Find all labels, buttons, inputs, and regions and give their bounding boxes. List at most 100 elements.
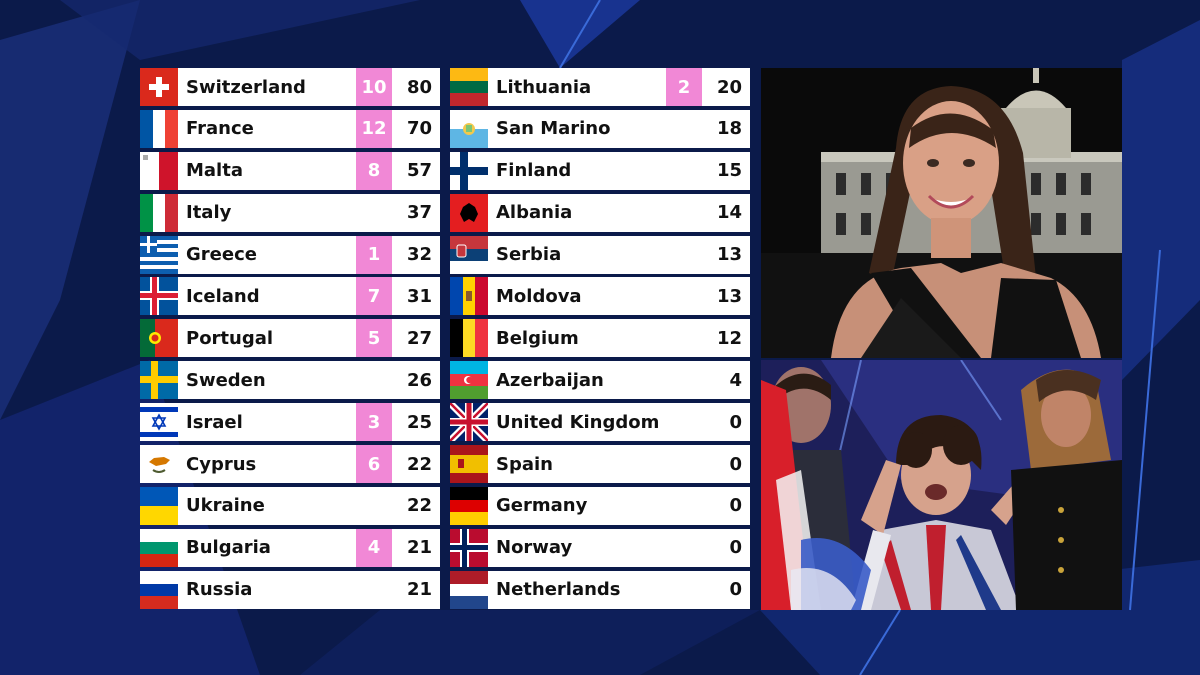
country-name: Moldova bbox=[496, 285, 582, 307]
total-points: 80 bbox=[406, 76, 432, 98]
flag-italy-icon bbox=[140, 193, 178, 232]
scoreboard-row: Israel 3 25 bbox=[140, 403, 440, 442]
country-name: Switzerland bbox=[186, 76, 306, 98]
awarded-points bbox=[666, 236, 702, 274]
awarded-points: 6 bbox=[356, 445, 392, 484]
flag-azerbaijan-icon bbox=[450, 361, 488, 400]
awarded-points bbox=[666, 403, 702, 441]
country-name: Portugal bbox=[186, 327, 274, 349]
scoreboard-row: Norway 0 bbox=[450, 528, 750, 567]
flag-germany-icon bbox=[450, 486, 488, 525]
scoreboard-row: Switzerland 10 80 bbox=[140, 68, 440, 106]
awarded-points bbox=[666, 194, 702, 232]
country-name: Bulgaria bbox=[186, 537, 271, 559]
flag-serbia-icon bbox=[450, 235, 488, 274]
country-name: Azerbaijan bbox=[496, 369, 604, 391]
scoreboard-row: Finland 15 bbox=[450, 151, 750, 190]
scoreboard-row: Belgium 12 bbox=[450, 319, 750, 358]
country-name: Spain bbox=[496, 453, 553, 475]
country-name: Netherlands bbox=[496, 579, 621, 601]
flag-russia-icon bbox=[140, 570, 178, 609]
total-points: 21 bbox=[406, 537, 432, 559]
total-points: 22 bbox=[406, 453, 432, 475]
total-points: 0 bbox=[729, 453, 742, 475]
awarded-points bbox=[666, 110, 702, 148]
scoreboard-row: France 12 70 bbox=[140, 109, 440, 148]
scoreboard-row: Azerbaijan 4 bbox=[450, 361, 750, 400]
country-name: Belgium bbox=[496, 327, 579, 349]
total-points: 4 bbox=[729, 369, 742, 391]
country-name: Ukraine bbox=[186, 495, 265, 517]
scoreboard-row: Germany 0 bbox=[450, 486, 750, 525]
spokesperson-image bbox=[761, 68, 1122, 358]
flag-israel-icon bbox=[140, 403, 178, 442]
flag-bulgaria-icon bbox=[140, 528, 178, 567]
scoreboard-left-column: Switzerland 10 80 France 12 70 Malta 8 5… bbox=[140, 68, 440, 613]
total-points: 26 bbox=[406, 369, 432, 391]
country-name: Serbia bbox=[496, 244, 562, 266]
awarded-points bbox=[666, 319, 702, 357]
awarded-points bbox=[356, 361, 392, 399]
country-name: Italy bbox=[186, 202, 232, 224]
total-points: 0 bbox=[729, 537, 742, 559]
awarded-points bbox=[666, 277, 702, 315]
total-points: 27 bbox=[406, 327, 432, 349]
scoreboard-row: Russia 21 bbox=[140, 570, 440, 609]
total-points: 31 bbox=[406, 285, 432, 307]
scoreboard-row: Italy 37 bbox=[140, 193, 440, 232]
total-points: 25 bbox=[406, 411, 432, 433]
awarded-points: 5 bbox=[356, 319, 392, 358]
total-points: 21 bbox=[406, 579, 432, 601]
scoreboard-row: Moldova 13 bbox=[450, 277, 750, 316]
total-points: 20 bbox=[716, 76, 742, 98]
total-points: 57 bbox=[406, 160, 432, 182]
awarded-points bbox=[666, 529, 702, 567]
flag-malta-icon bbox=[140, 151, 178, 190]
country-name: Malta bbox=[186, 160, 243, 182]
scoreboard-row: Malta 8 57 bbox=[140, 151, 440, 190]
total-points: 14 bbox=[716, 202, 742, 224]
total-points: 18 bbox=[716, 118, 742, 140]
scoreboard-row: Iceland 7 31 bbox=[140, 277, 440, 316]
flag-netherlands-icon bbox=[450, 570, 488, 609]
country-name: Cyprus bbox=[186, 453, 257, 475]
scoreboard-row: San Marino 18 bbox=[450, 109, 750, 148]
country-name: Israel bbox=[186, 411, 243, 433]
total-points: 32 bbox=[406, 244, 432, 266]
awarded-points bbox=[666, 571, 702, 609]
country-name: Albania bbox=[496, 202, 573, 224]
total-points: 0 bbox=[729, 495, 742, 517]
total-points: 15 bbox=[716, 160, 742, 182]
scoreboard-row: Serbia 13 bbox=[450, 235, 750, 274]
flag-belgium-icon bbox=[450, 319, 488, 358]
scoreboard-row: Netherlands 0 bbox=[450, 570, 750, 609]
flag-sweden-icon bbox=[140, 361, 178, 400]
flag-switzerland-icon bbox=[140, 68, 178, 106]
total-points: 37 bbox=[406, 202, 432, 224]
flag-lithuania-icon bbox=[450, 68, 488, 106]
awarded-points bbox=[666, 361, 702, 399]
awarded-points bbox=[356, 487, 392, 525]
flag-cyprus-icon bbox=[140, 445, 178, 484]
scoreboard-row: Sweden 26 bbox=[140, 361, 440, 400]
green-room-video-feed bbox=[761, 360, 1122, 610]
awarded-points bbox=[666, 445, 702, 483]
awarded-points: 4 bbox=[356, 528, 392, 567]
country-name: Iceland bbox=[186, 285, 260, 307]
awarded-points bbox=[356, 571, 392, 609]
country-name: Norway bbox=[496, 537, 573, 559]
awarded-points: 2 bbox=[666, 68, 702, 106]
country-name: Greece bbox=[186, 244, 257, 266]
flag-albania-icon bbox=[450, 193, 488, 232]
awarded-points: 10 bbox=[356, 68, 392, 106]
flag-iceland-icon bbox=[140, 277, 178, 316]
flag-norway-icon bbox=[450, 528, 488, 567]
total-points: 0 bbox=[729, 579, 742, 601]
scoreboard-row: Bulgaria 4 21 bbox=[140, 528, 440, 567]
flag-san-marino-icon bbox=[450, 109, 488, 148]
flag-greece-icon bbox=[140, 235, 178, 274]
total-points: 22 bbox=[406, 495, 432, 517]
spokesperson-video-feed bbox=[761, 68, 1122, 358]
country-name: Lithuania bbox=[496, 76, 592, 98]
total-points: 70 bbox=[406, 118, 432, 140]
